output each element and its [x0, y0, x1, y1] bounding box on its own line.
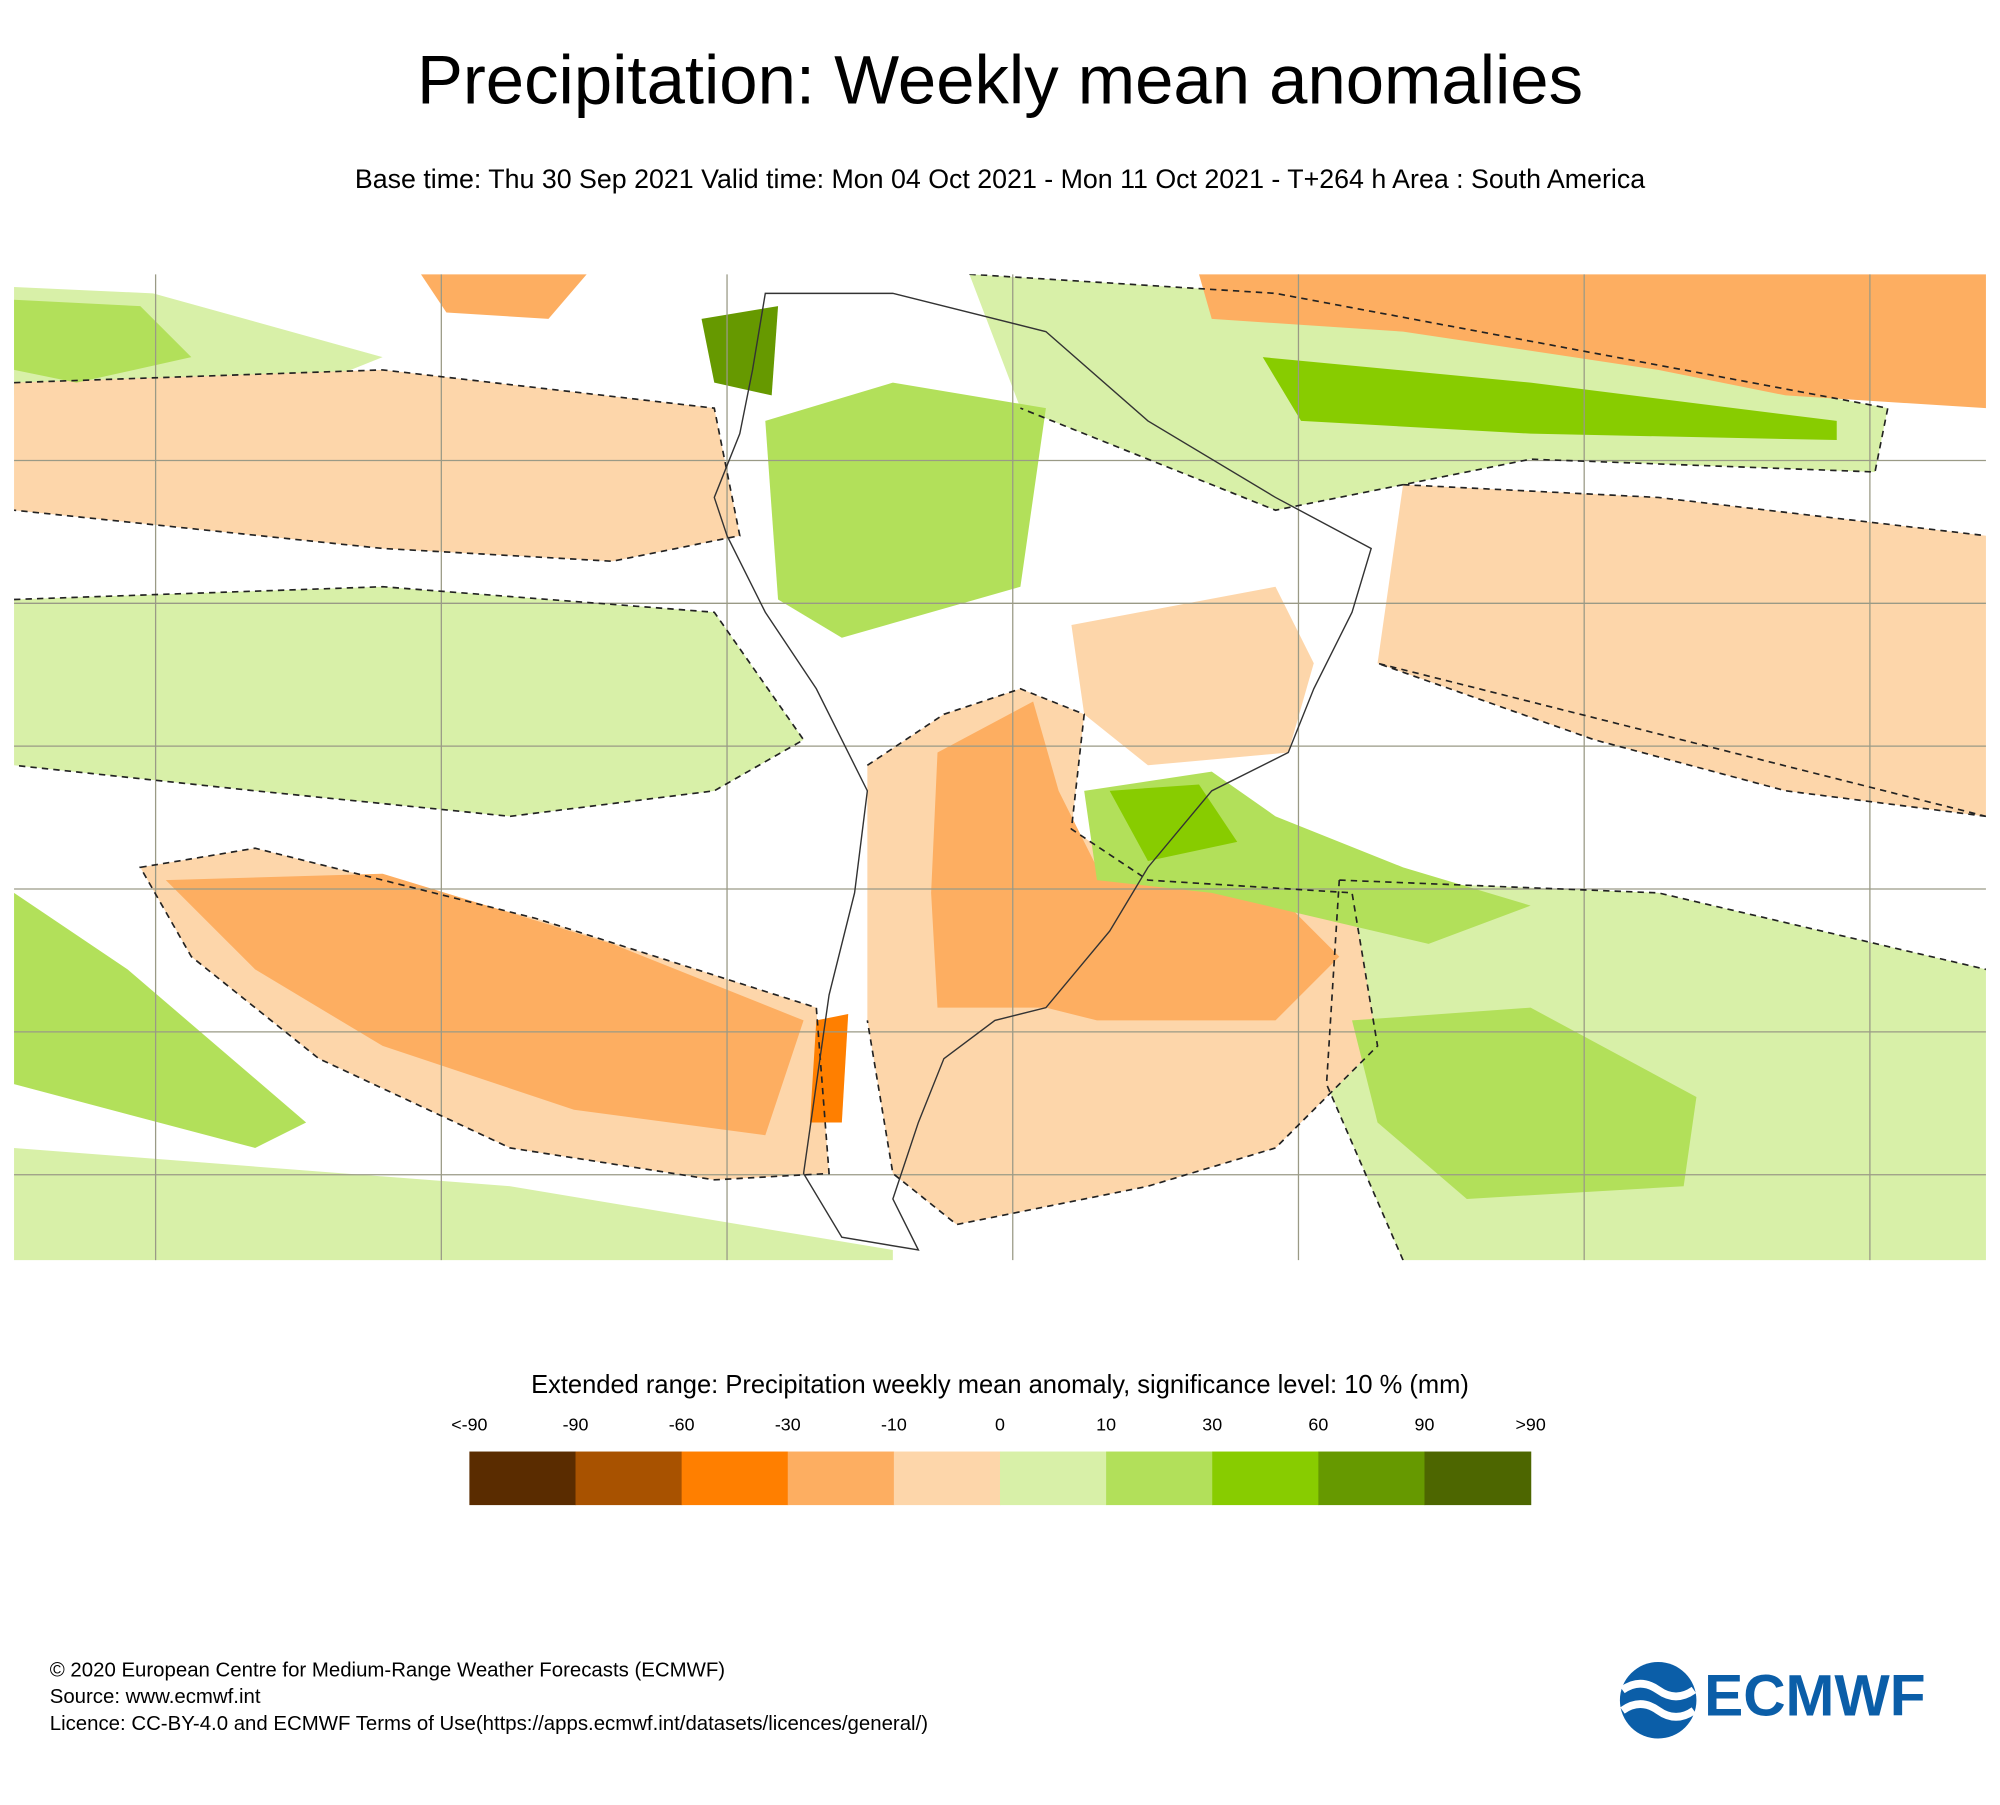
legend-swatch [787, 1451, 895, 1506]
legend-label: 10 [1096, 1415, 1116, 1435]
legend-swatch [1212, 1451, 1320, 1506]
legend-label: <-90 [451, 1415, 487, 1435]
legend-label: >90 [1515, 1415, 1545, 1435]
legend-label: -10 [881, 1415, 907, 1435]
title: Precipitation: Weekly mean anomalies [417, 42, 1583, 119]
legend-label: 90 [1415, 1415, 1435, 1435]
legend-label: -30 [775, 1415, 801, 1435]
subtitle: Base time: Thu 30 Sep 2021 Valid time: M… [355, 164, 1645, 194]
colorbar: <-90 -90 -60 -30 -10 0 10 30 60 90 >90 [451, 1415, 1546, 1506]
legend-label: -90 [563, 1415, 589, 1435]
legend-swatch [1106, 1451, 1213, 1506]
footer-line: Licence: CC-BY-4.0 and ECMWF Terms of Us… [50, 1713, 928, 1735]
legend-swatch [1000, 1451, 1107, 1506]
coastline [713, 292, 1373, 1251]
legend-swatch [681, 1451, 789, 1506]
significance-contours [14, 274, 1986, 1261]
legend-swatch [1318, 1451, 1426, 1506]
legend-label: 60 [1308, 1415, 1328, 1435]
logo-text: ECMWF [1704, 1664, 1926, 1729]
legend-label: 0 [995, 1415, 1005, 1435]
footer-line: Source: www.ecmwf.int [50, 1686, 261, 1708]
footer-line: © 2020 European Centre for Medium-Range … [50, 1659, 725, 1681]
legend-swatch [1424, 1451, 1532, 1506]
anomaly-fields [14, 274, 1986, 1261]
legend-swatch [893, 1451, 1001, 1506]
legend-swatch [469, 1451, 577, 1506]
legend-swatch [575, 1451, 683, 1506]
logo: ECMWF [1619, 1661, 1926, 1739]
legend-label: -60 [669, 1415, 695, 1435]
legend-label: 30 [1202, 1415, 1222, 1435]
map [14, 274, 1986, 1261]
grid-lines [14, 274, 1986, 1261]
legend-title: Extended range: Precipitation weekly mea… [531, 1371, 1469, 1399]
